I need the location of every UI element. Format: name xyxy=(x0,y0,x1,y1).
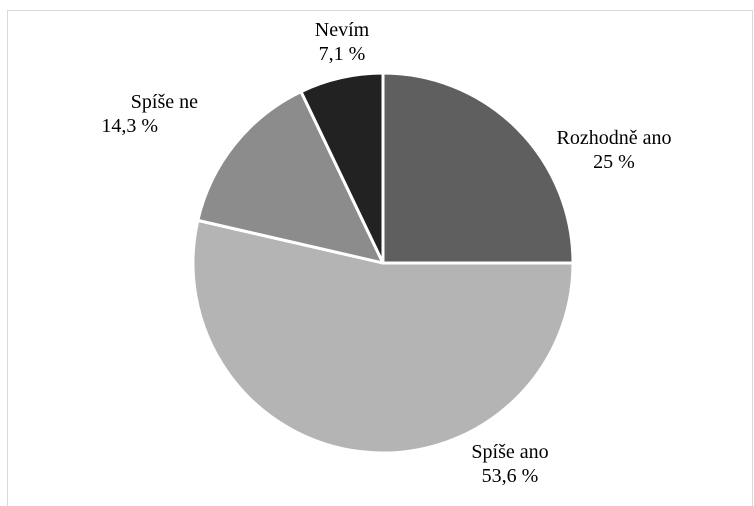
pie-slice-spise-ne xyxy=(196,90,385,265)
slice-category-label: Nevím xyxy=(315,19,370,41)
pie-slice-rozhodne-ano xyxy=(381,71,575,265)
slice-category-label: Rozhodně ano xyxy=(557,127,672,149)
pie-slice-nevim xyxy=(299,71,385,265)
slice-value-label: 7,1 % xyxy=(319,43,366,65)
pie-slice-spise-ano xyxy=(191,218,575,455)
slice-labels: Rozhodně ano 25 % Spíše ano 53,6 % Spíše ne 1… xyxy=(101,19,671,487)
slice-value-label: 14,3 % xyxy=(101,115,158,137)
pie-slices xyxy=(191,71,575,455)
chart-area xyxy=(7,10,753,506)
slice-value-label: 53,6 % xyxy=(482,465,539,487)
slice-category-label: Spíše ano xyxy=(471,441,548,463)
slice-label-rozhodne-ano: Rozhodně ano 25 % xyxy=(557,127,672,173)
slice-label-nevim: Nevím 7,1 % xyxy=(315,19,370,65)
slice-category-label: Spíše ne xyxy=(131,91,198,113)
slice-label-spise-ne: Spíše ne 14,3 % xyxy=(101,91,198,137)
slice-label-spise-ano: Spíše ano 53,6 % xyxy=(471,441,548,487)
slice-value-label: 25 % xyxy=(593,151,635,173)
